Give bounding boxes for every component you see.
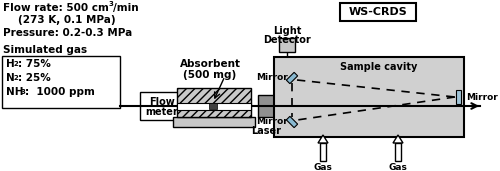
Text: Mirror: Mirror [256, 116, 288, 126]
Bar [274, 57, 464, 137]
Text: Gas
inlet: Gas inlet [386, 163, 409, 171]
Bar [140, 92, 184, 120]
Polygon shape [393, 135, 403, 143]
Bar [177, 88, 251, 117]
Text: Mirror: Mirror [466, 93, 498, 102]
Bar [320, 143, 326, 161]
Text: : 75%: : 75% [18, 59, 51, 69]
Text: (273 K, 0.1 MPa): (273 K, 0.1 MPa) [18, 15, 116, 25]
Text: Gas
outlet: Gas outlet [308, 163, 338, 171]
Text: NH: NH [6, 87, 24, 97]
Polygon shape [286, 116, 298, 128]
Text: Detector: Detector [263, 35, 311, 45]
Text: 3: 3 [21, 89, 26, 95]
Polygon shape [286, 72, 298, 84]
Polygon shape [318, 135, 328, 143]
Text: (500 mg): (500 mg) [184, 70, 236, 80]
Bar [258, 95, 274, 117]
Text: Simulated gas: Simulated gas [3, 45, 87, 55]
Text: WS-CRDS: WS-CRDS [348, 7, 408, 17]
Text: Flow: Flow [149, 97, 175, 107]
Bar [279, 38, 295, 52]
Text: Flow rate: 500 cm: Flow rate: 500 cm [3, 3, 109, 13]
Text: H: H [6, 59, 15, 69]
Bar [395, 143, 401, 161]
Text: : 25%: : 25% [18, 73, 51, 83]
Bar [340, 3, 416, 21]
Text: Mirror: Mirror [256, 73, 288, 82]
Text: 2: 2 [14, 62, 19, 68]
Text: 3: 3 [109, 1, 114, 7]
Text: 2: 2 [14, 76, 19, 82]
Text: Sample cavity: Sample cavity [340, 62, 417, 72]
Bar [177, 103, 251, 110]
Text: Pressure: 0.2-0.3 MPa: Pressure: 0.2-0.3 MPa [3, 28, 132, 38]
Text: /min: /min [113, 3, 138, 13]
Text: Light: Light [273, 26, 301, 36]
Text: :  1000 ppm: : 1000 ppm [25, 87, 95, 97]
Text: Laser: Laser [251, 126, 281, 136]
Text: meter: meter [146, 107, 178, 117]
Text: Absorbent: Absorbent [180, 59, 240, 69]
Polygon shape [456, 90, 460, 104]
Text: N: N [6, 73, 15, 83]
Bar [209, 103, 217, 109]
Bar [2, 56, 120, 108]
Bar [173, 117, 255, 127]
